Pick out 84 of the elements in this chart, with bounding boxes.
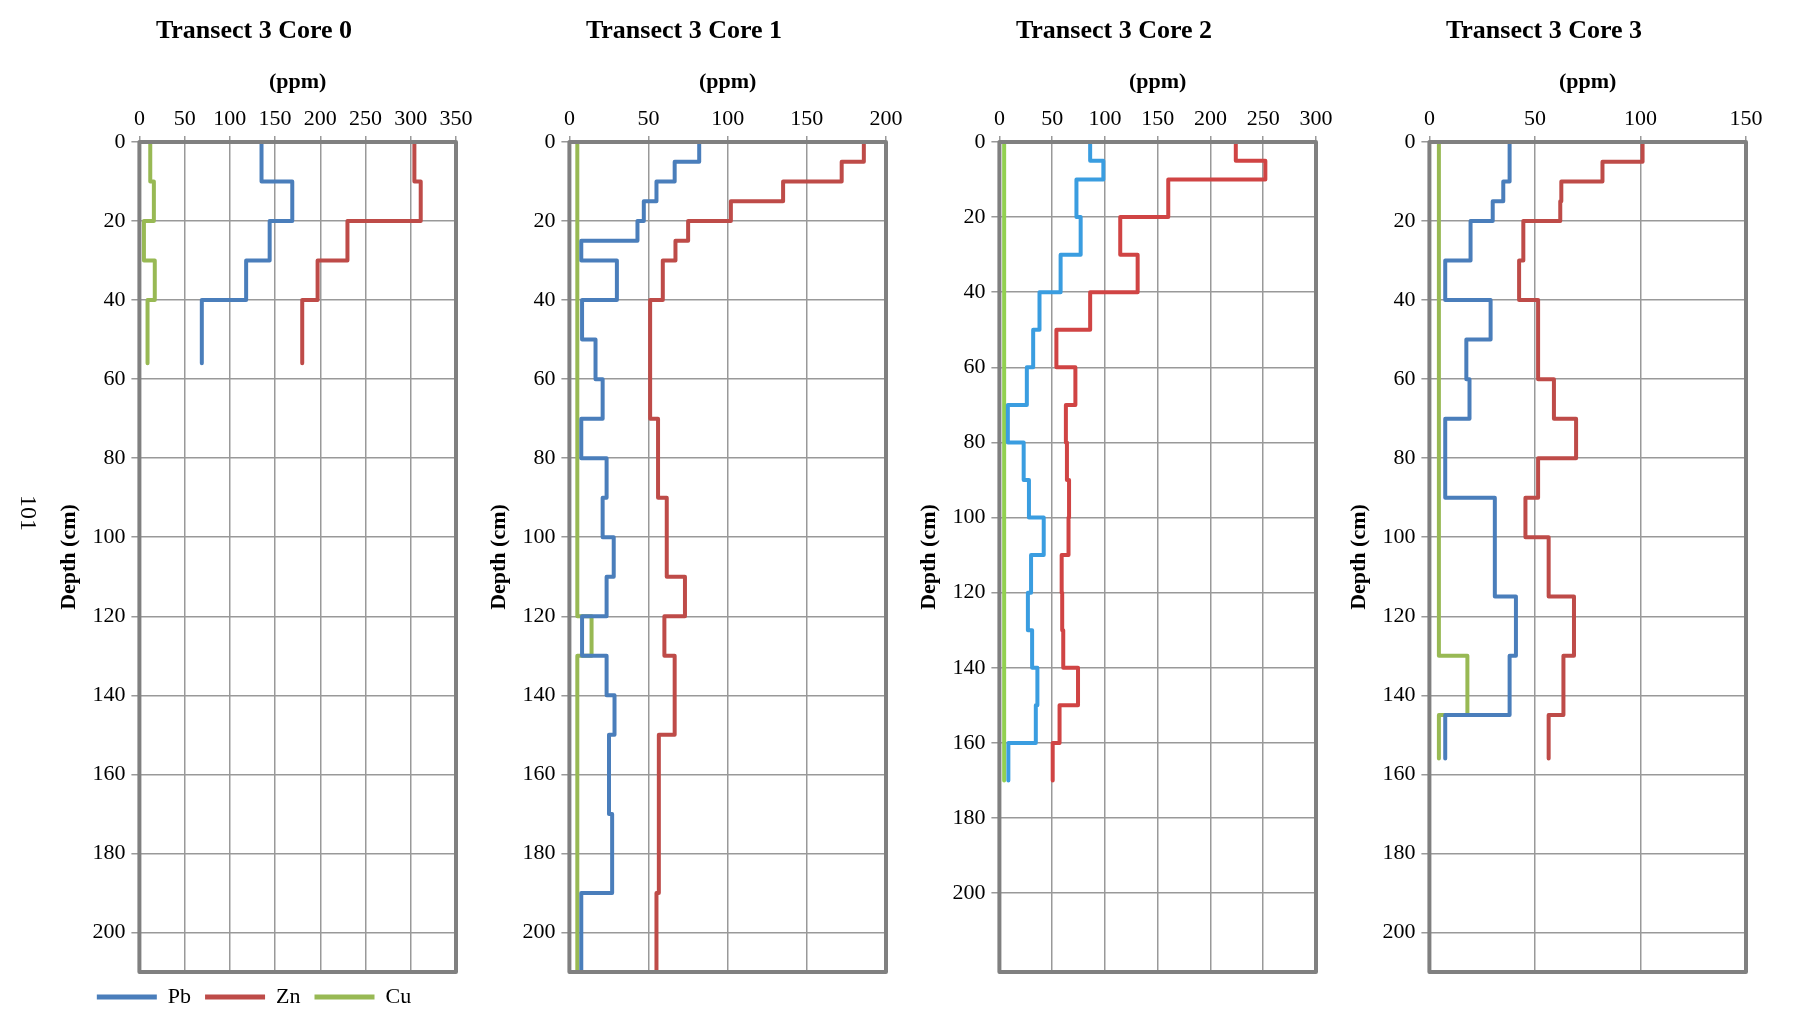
chart-title: Transect 3 Core 0	[155, 15, 353, 45]
y-tick-label: 0	[544, 127, 556, 153]
y-tick-label: 20	[103, 206, 126, 232]
legend-label: Cu	[385, 982, 412, 1008]
x-tick-label: 250	[349, 104, 383, 130]
chart-title: Transect 3 Core 3	[1445, 15, 1643, 45]
y-tick-label: 180	[1382, 839, 1416, 865]
y-tick-label: 140	[522, 681, 556, 707]
x-tick-label: 0	[563, 104, 575, 130]
y-tick-label: 160	[522, 760, 556, 786]
y-tick-label: 180	[522, 839, 556, 865]
y-tick-label: 80	[103, 443, 126, 469]
x-tick-label: 300	[1299, 104, 1333, 130]
text: 101	[14, 495, 42, 531]
y-tick-label: 60	[963, 353, 986, 379]
x-tick-label: 50	[173, 104, 196, 130]
y-tick-label: 80	[533, 443, 556, 469]
x-tick-label: 250	[1246, 104, 1280, 130]
y-tick-label: 160	[1382, 760, 1416, 786]
y-axis-title: Depth (cm)	[54, 504, 80, 610]
y-tick-label: 0	[974, 127, 986, 153]
y-tick-label: 140	[92, 681, 126, 707]
y-tick-label: 160	[952, 728, 986, 754]
x-tick-label: 200	[303, 104, 337, 130]
x-tick-label: 100	[213, 104, 247, 130]
x-tick-label: 100	[1088, 104, 1122, 130]
y-tick-label: 40	[533, 285, 556, 311]
y-axis-title: Depth (cm)	[1344, 504, 1370, 610]
x-tick-label: 200	[869, 104, 903, 130]
y-tick-label: 100	[1382, 523, 1416, 549]
y-tick-label: 120	[952, 578, 986, 604]
y-tick-label: 40	[103, 285, 126, 311]
y-tick-label: 120	[522, 602, 556, 628]
y-tick-label: 0	[114, 127, 126, 153]
x-tick-label: 300	[394, 104, 428, 130]
y-tick-label: 20	[963, 202, 986, 228]
y-tick-label: 100	[952, 503, 986, 529]
y-tick-label: 80	[963, 428, 986, 454]
y-tick-label: 200	[92, 918, 126, 944]
x-tick-label: 0	[133, 104, 145, 130]
x-tick-label: 100	[1623, 104, 1657, 130]
legend-label: Zn	[276, 982, 301, 1008]
y-tick-label: 40	[963, 278, 986, 304]
x-tick-label: 350	[439, 104, 473, 130]
x-tick-label: 0	[993, 104, 1005, 130]
y-tick-label: 100	[522, 523, 556, 549]
y-tick-label: 160	[92, 760, 126, 786]
y-tick-label: 140	[952, 653, 986, 679]
y-tick-label: 60	[1393, 364, 1416, 390]
y-tick-label: 180	[92, 839, 126, 865]
y-tick-label: 0	[1404, 127, 1416, 153]
x-axis-title: (ppm)	[1558, 68, 1617, 94]
y-tick-label: 200	[522, 918, 556, 944]
y-tick-label: 80	[1393, 443, 1416, 469]
x-tick-label: 0	[1423, 104, 1435, 130]
x-tick-label: 150	[790, 104, 824, 130]
x-axis-title: (ppm)	[698, 68, 757, 94]
y-tick-label: 140	[1382, 681, 1416, 707]
legend-label: Pb	[167, 982, 192, 1008]
x-axis-title: (ppm)	[268, 68, 327, 94]
y-tick-label: 120	[1382, 602, 1416, 628]
y-tick-label: 120	[92, 602, 126, 628]
y-tick-label: 20	[1393, 206, 1416, 232]
y-tick-label: 200	[952, 878, 986, 904]
y-tick-label: 40	[1393, 285, 1416, 311]
y-axis-title: Depth (cm)	[914, 504, 940, 610]
x-tick-label: 150	[1729, 104, 1763, 130]
x-axis-title: (ppm)	[1128, 68, 1187, 94]
x-tick-label: 200	[1193, 104, 1227, 130]
y-axis-title: Depth (cm)	[484, 504, 510, 610]
y-tick-label: 60	[533, 364, 556, 390]
x-tick-label: 50	[637, 104, 660, 130]
chart-title: Transect 3 Core 2	[1015, 15, 1213, 45]
x-tick-label: 50	[1523, 104, 1546, 130]
x-tick-label: 50	[1041, 104, 1064, 130]
x-tick-label: 150	[258, 104, 292, 130]
chart-title: Transect 3 Core 1	[585, 15, 783, 45]
y-tick-label: 100	[92, 523, 126, 549]
x-tick-label: 150	[1141, 104, 1175, 130]
y-tick-label: 60	[103, 364, 126, 390]
y-tick-label: 180	[952, 803, 986, 829]
y-tick-label: 20	[533, 206, 556, 232]
y-tick-label: 200	[1382, 918, 1416, 944]
x-tick-label: 100	[711, 104, 745, 130]
